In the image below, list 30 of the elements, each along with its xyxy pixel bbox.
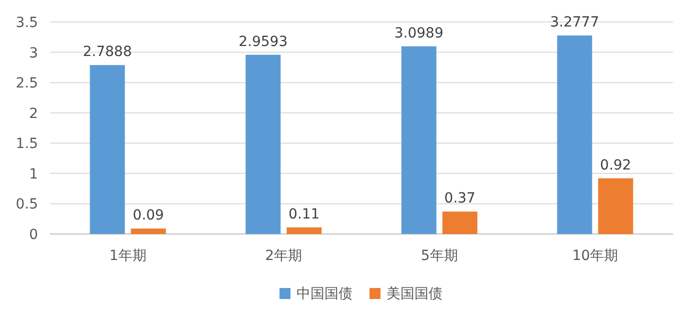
data-label: 3.2777 bbox=[550, 14, 600, 30]
bar bbox=[598, 178, 634, 234]
data-label: 2.7888 bbox=[82, 44, 132, 60]
bar bbox=[286, 227, 322, 234]
x-tick-label: 1年期 bbox=[109, 248, 146, 264]
data-label: 0.09 bbox=[132, 208, 164, 224]
y-tick-label: 1.5 bbox=[16, 136, 38, 152]
y-tick-label: 2.5 bbox=[16, 76, 38, 92]
bar bbox=[90, 65, 125, 234]
y-tick-label: 3 bbox=[29, 45, 38, 62]
bar bbox=[401, 46, 436, 234]
y-tick-label: 3.5 bbox=[16, 15, 38, 31]
bar bbox=[130, 228, 166, 234]
data-label: 2.9593 bbox=[238, 34, 288, 50]
data-label: 0.92 bbox=[600, 157, 632, 174]
y-tick-label: 1 bbox=[29, 166, 38, 182]
y-tick-label: 0.5 bbox=[16, 196, 38, 213]
y-tick-label: 2 bbox=[29, 106, 38, 122]
x-tick-label: 5年期 bbox=[420, 248, 458, 264]
y-tick-label: 0 bbox=[29, 227, 38, 243]
legend-label: 中国国债 bbox=[296, 286, 352, 302]
data-label: 0.11 bbox=[288, 206, 320, 222]
bar bbox=[557, 35, 592, 234]
x-tick-label: 10年期 bbox=[572, 248, 618, 264]
x-tick-label: 2年期 bbox=[265, 248, 302, 264]
legend-label: 美国国债 bbox=[386, 286, 442, 302]
bar bbox=[442, 212, 478, 234]
bar bbox=[246, 54, 281, 234]
data-label: 3.0989 bbox=[394, 25, 444, 42]
data-label: 0.37 bbox=[444, 190, 476, 207]
